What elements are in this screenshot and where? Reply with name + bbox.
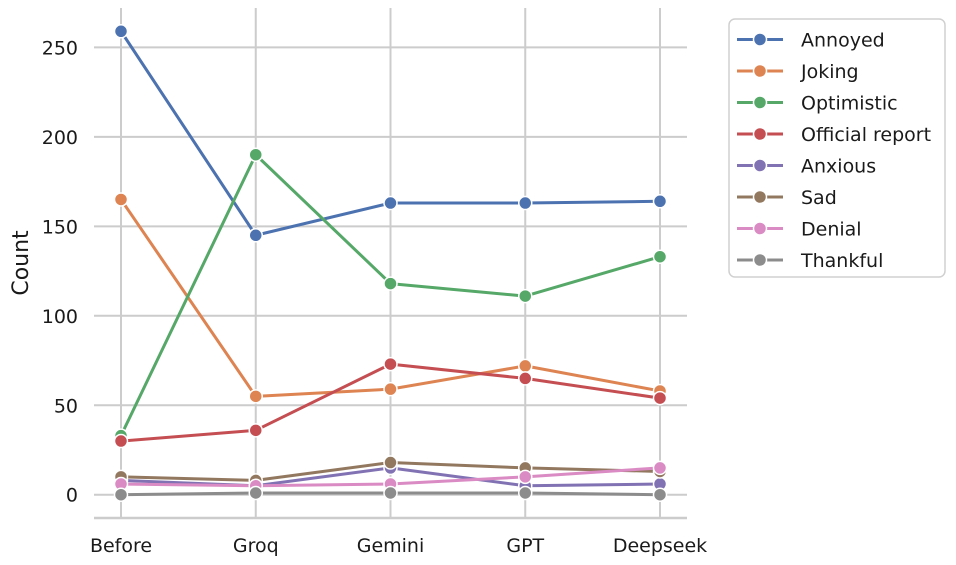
legend-marker: [752, 63, 768, 79]
data-point: [652, 487, 668, 502]
data-point: [652, 390, 668, 406]
data-point: [652, 460, 668, 476]
legend-item: Thankful: [737, 250, 883, 272]
legend-label: Denial: [801, 219, 862, 241]
data-point: [652, 249, 668, 264]
legend-item: Annoyed: [737, 30, 885, 52]
legend-item: Joking: [737, 61, 859, 83]
data-point: [383, 455, 398, 470]
legend-marker: [752, 32, 768, 47]
data-point: [113, 24, 129, 39]
y-tick-label: 250: [42, 37, 78, 59]
y-tick-label: 150: [42, 216, 78, 238]
x-tick-label: Groq: [233, 535, 279, 557]
legend-label: Thankful: [800, 250, 883, 272]
legend-marker: [752, 95, 768, 110]
data-point: [518, 469, 533, 485]
data-point: [383, 356, 398, 372]
data-point: [113, 487, 129, 502]
series-official-report: [113, 356, 668, 449]
data-point: [248, 485, 263, 501]
series-denial: [113, 460, 668, 494]
data-point: [248, 389, 263, 404]
y-tick-label: 100: [42, 306, 78, 328]
x-tick-label: Deepseek: [613, 535, 707, 557]
axes: 0 50 100 150 200 250 Before Groq Gemini GPT Deepse…: [42, 37, 707, 557]
x-tick-label: Before: [90, 535, 152, 557]
y-axis-title: Count: [9, 230, 34, 296]
data-point: [113, 433, 129, 449]
legend-label: Annoyed: [801, 30, 885, 52]
legend-item: Optimistic: [737, 93, 898, 115]
legend-label: Official report: [801, 124, 931, 146]
data-point: [518, 485, 533, 501]
legend-box: [728, 18, 946, 278]
data-point: [383, 381, 398, 397]
data-point: [518, 195, 533, 211]
y-tick-label: 50: [54, 395, 78, 417]
legend-label: Sad: [801, 187, 837, 209]
data-point: [248, 423, 263, 438]
grid-lines: [94, 8, 687, 518]
legend-marker: [752, 126, 768, 142]
data-point: [248, 147, 263, 162]
data-point: [383, 276, 398, 291]
legend-label: Anxious: [801, 156, 876, 178]
legend-marker: [752, 158, 768, 173]
legend-label: Optimistic: [801, 93, 898, 115]
legend-marker: [752, 221, 768, 236]
data-point: [383, 195, 398, 211]
y-tick-label: 0: [66, 485, 78, 507]
data-point: [113, 192, 129, 207]
data-point: [652, 194, 668, 209]
legend-item: Denial: [737, 219, 862, 241]
x-tick-label: Gemini: [357, 535, 425, 557]
data-point: [248, 228, 263, 243]
legend-marker: [752, 189, 768, 205]
series-group: [113, 24, 668, 502]
data-point: [518, 358, 533, 374]
data-point: [518, 288, 533, 304]
legend-item: Anxious: [737, 156, 876, 178]
legend-item: Sad: [737, 187, 837, 209]
x-tick-label: GPT: [506, 535, 544, 557]
data-point: [518, 371, 533, 386]
legend-marker: [752, 252, 768, 268]
data-point: [383, 485, 398, 501]
legend-label: Joking: [800, 61, 859, 83]
series-thankful: [113, 485, 668, 502]
y-tick-label: 200: [42, 127, 78, 149]
legend: Annoyed Joking Optimistic Official report An…: [728, 18, 946, 278]
legend-item: Official report: [737, 124, 931, 146]
series-annoyed: [113, 24, 668, 243]
